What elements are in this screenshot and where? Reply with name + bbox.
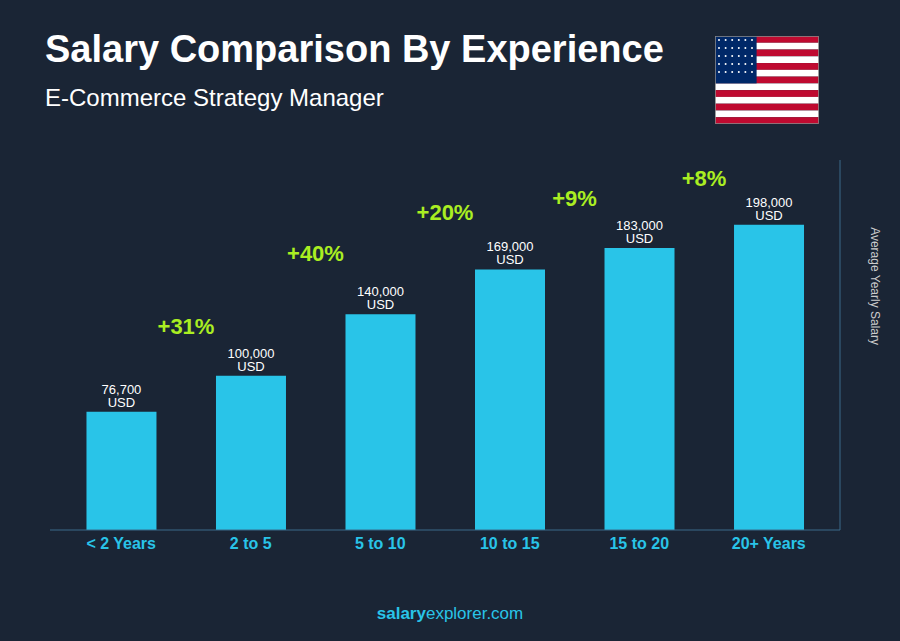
svg-text:2 to 5: 2 to 5 — [230, 535, 272, 552]
svg-text:76,700USD: 76,700USD — [102, 382, 142, 410]
html-text:Salary Comparison By Experienc: Salary Comparison By Experience — [45, 28, 664, 70]
svg-text:Average Yearly Salary: Average Yearly Salary — [868, 227, 882, 345]
svg-text:10 to 15: 10 to 15 — [480, 535, 540, 552]
svg-text:+9%: +9% — [552, 186, 597, 211]
svg-text:< 2 Years: < 2 Years — [86, 535, 156, 552]
svg-text:+20%: +20% — [417, 200, 474, 225]
svg-text:140,000USD: 140,000USD — [357, 284, 404, 312]
svg-text:15 to 20: 15 to 20 — [609, 535, 669, 552]
svg-text:183,000USD: 183,000USD — [616, 218, 663, 246]
svg-text:5 to 10: 5 to 10 — [355, 535, 406, 552]
svg-text:20+ Years: 20+ Years — [732, 535, 806, 552]
svg-text:+8%: +8% — [682, 166, 727, 191]
svg-text:+31%: +31% — [158, 314, 215, 339]
svg-text:100,000USD: 100,000USD — [227, 346, 274, 374]
svg-text:+40%: +40% — [287, 241, 344, 266]
html-text:E-Commerce Strategy Manager: E-Commerce Strategy Manager — [45, 84, 384, 111]
svg-text:198,000USD: 198,000USD — [746, 195, 793, 223]
svg-text:169,000USD: 169,000USD — [487, 239, 534, 267]
html-text:salary explorer.com: salary explorer.com — [376, 604, 524, 623]
